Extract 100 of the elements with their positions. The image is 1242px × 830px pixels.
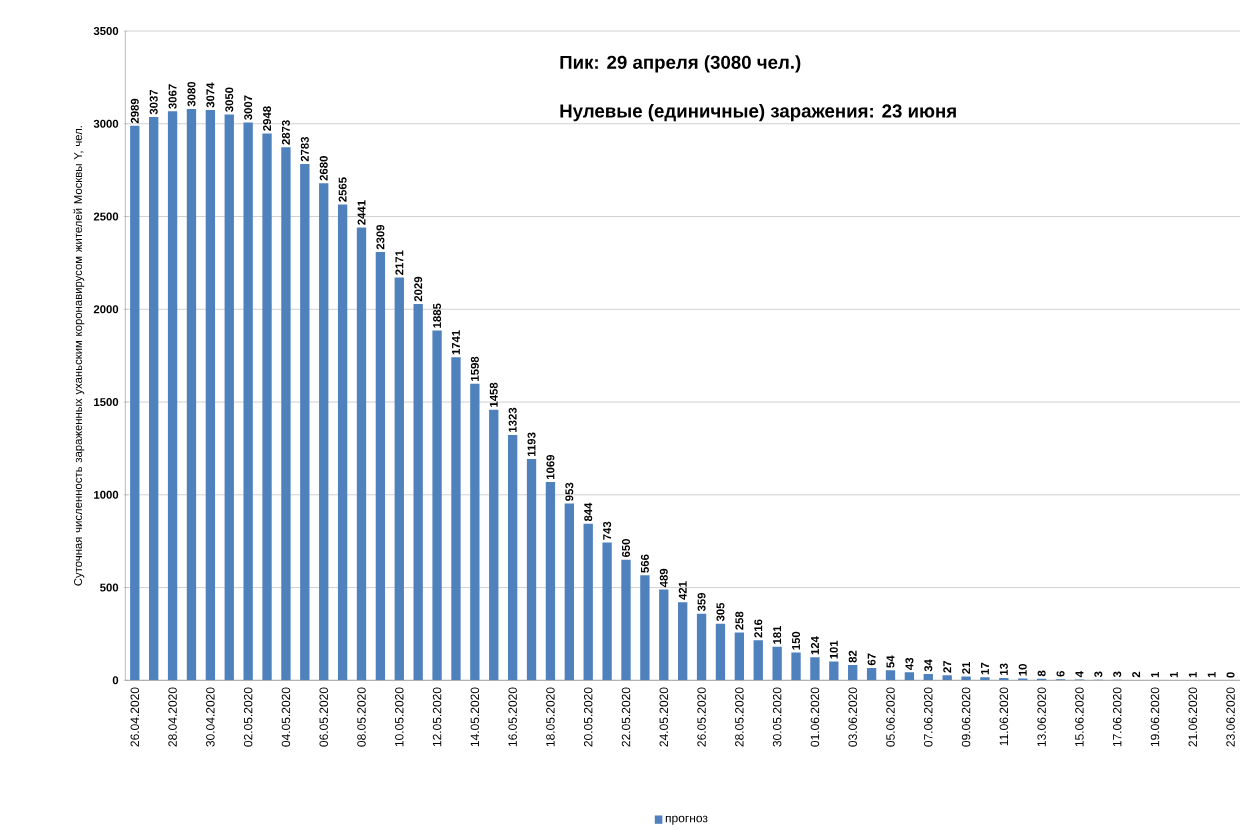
data-label: 1 [1169,672,1178,678]
bar [753,640,763,681]
data-label: 1323 [508,408,517,433]
x-tick-label: 21.06.2020 [1188,687,1198,747]
bar [602,542,612,681]
bar [980,677,990,681]
data-label: 1069 [546,455,555,480]
bar [224,114,234,681]
data-label: 3 [1113,671,1122,678]
y-tick-label: 3500 [93,27,119,36]
bar [413,304,423,681]
bar [810,657,820,681]
x-tick-label: 30.04.2020 [206,687,215,747]
data-label: 82 [848,650,857,663]
bar [337,204,348,681]
bar [923,674,933,681]
data-label: 1741 [452,330,460,355]
bar [243,122,253,681]
x-tick-label: 08.05.2020 [357,687,366,747]
x-tick-label: 14.05.2020 [470,687,480,747]
x-tick-label: 20.05.2020 [583,687,593,747]
bar [564,503,574,681]
data-label: 743 [603,521,612,540]
data-label: 2873 [281,120,290,145]
bar [356,227,367,681]
bar [848,665,858,681]
y-tick-label: 2500 [93,212,119,221]
data-label: 10 [1018,664,1027,676]
bar [961,676,971,681]
data-label: 489 [659,569,668,588]
data-label: 1 [1207,672,1216,678]
data-label: 13 [999,663,1008,676]
x-tick-label: 07.06.2020 [924,687,933,747]
data-label: 953 [565,482,574,502]
data-label: 2680 [319,156,328,181]
bar [262,133,272,681]
x-tick-label: 24.05.2020 [659,687,669,747]
x-tick-label: 15.06.2020 [1075,687,1084,747]
x-tick-label: 16.05.2020 [508,687,517,747]
data-label: 43 [905,658,914,671]
x-tick-label: 09.06.2020 [961,687,971,747]
bar [885,670,896,681]
bar [432,330,442,681]
data-label: 1885 [433,303,442,328]
data-label: 3080 [187,82,196,107]
bar [205,110,216,681]
data-label: 4 [1075,671,1084,678]
x-tick-label: 22.05.2020 [621,687,631,747]
data-label: 216 [754,619,763,638]
data-label: 17 [981,662,989,675]
bar [866,668,877,681]
bar [375,252,386,681]
x-tick-label: 30.05.2020 [772,687,782,747]
bar [942,675,952,681]
x-tick-label: 12.05.2020 [432,687,442,747]
data-label: 34 [924,659,933,672]
bar [791,652,801,681]
x-tick-label: 26.04.2020 [130,687,140,747]
bar [696,613,707,681]
data-label: 3007 [244,95,253,121]
y-axis-title: Суточная численность зараженных уханьским коронавирусом жителей Москвы Y, чел. [73,126,85,586]
x-tick-label: 13.06.2020 [1037,687,1046,747]
bar [734,632,745,681]
legend-label: прогноз [665,815,708,825]
annotation: Пик: 29 апреля (3080 чел.) [560,55,801,73]
x-tick-label: 28.04.2020 [168,687,177,747]
data-label: 6 [1056,671,1065,677]
data-label: 3 [1094,671,1103,678]
data-label: 124 [810,636,819,655]
data-label: 2309 [376,225,385,250]
bar [394,277,404,681]
y-tick-label: 3000 [93,119,119,128]
bar [489,410,499,681]
bar [451,357,461,681]
data-label: 844 [584,502,593,522]
bar [186,109,197,681]
data-label: 3037 [149,90,158,115]
bar [621,559,631,681]
x-tick-label: 26.05.2020 [697,687,706,747]
data-label: 101 [829,640,838,659]
data-label: 181 [773,626,782,644]
data-label: 2441 [357,200,366,226]
data-label: 27 [943,661,952,673]
data-label: 1458 [489,382,498,408]
x-tick-label: 11.06.2020 [999,687,1009,746]
bar [130,126,140,681]
data-label: 305 [716,603,725,622]
bar [507,435,518,681]
data-label: 2565 [338,177,347,202]
data-label: 54 [886,655,895,668]
y-tick-label: 0 [112,676,119,685]
data-label: 2989 [130,98,139,124]
bar [583,523,593,681]
data-label: 1193 [527,432,536,457]
y-tick-label: 1500 [94,398,119,407]
bar [772,646,782,681]
bar [319,183,329,681]
data-label: 0 [1226,672,1235,678]
bar [149,117,159,681]
x-tick-label: 01.06.2020 [810,687,820,747]
